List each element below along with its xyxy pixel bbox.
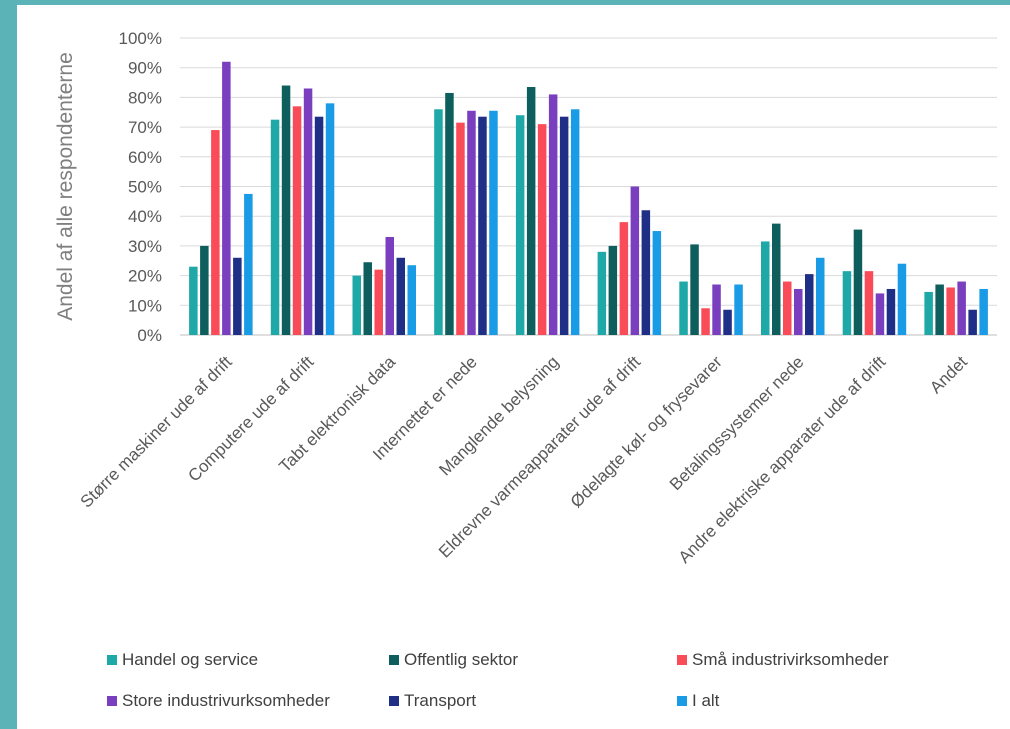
bar-chart: 0% 10% 20% 30% 40% 50% 60% 70% 80% 90% 100% Andel a…	[54, 29, 997, 567]
bar	[396, 257, 405, 335]
bar	[842, 271, 852, 335]
bar	[233, 257, 242, 335]
bar	[886, 288, 896, 335]
bar	[467, 110, 476, 335]
bar	[314, 116, 324, 335]
y-tick-label: 50%	[128, 178, 162, 197]
bar	[783, 281, 792, 335]
bar	[200, 245, 209, 335]
x-tick-label: Betalingssystemer nede	[666, 352, 808, 494]
x-tick-label: Andet	[926, 352, 971, 397]
y-tick-label: 20%	[128, 267, 162, 286]
y-axis-label: Andel af alle respondenterne	[54, 52, 77, 321]
bar	[864, 271, 874, 335]
bar	[608, 245, 618, 335]
y-tick-label: 100%	[119, 29, 162, 48]
bar	[434, 109, 443, 335]
bar	[244, 193, 253, 335]
bar	[374, 269, 383, 335]
bar	[712, 284, 721, 335]
bar	[734, 284, 743, 335]
bar	[548, 94, 558, 336]
y-tick-label: 0%	[137, 326, 162, 345]
bar	[924, 291, 933, 335]
bar	[292, 106, 302, 335]
bar	[652, 231, 662, 335]
bar	[303, 88, 313, 336]
bar	[363, 262, 372, 335]
bar	[478, 116, 487, 335]
bar	[875, 293, 885, 335]
x-tick-label: Ødelagte køl- og frysevarer	[567, 352, 726, 511]
bar	[979, 288, 988, 335]
y-tick-label: 30%	[128, 237, 162, 256]
y-tick-label: 60%	[128, 148, 162, 167]
y-tick-label: 90%	[128, 59, 162, 78]
bar	[630, 186, 640, 335]
bar	[407, 265, 416, 335]
bar	[281, 85, 291, 336]
bar	[597, 251, 607, 335]
bar	[270, 119, 280, 335]
bar	[526, 87, 536, 335]
bar	[701, 308, 710, 335]
bar	[772, 223, 781, 335]
bar	[325, 103, 335, 335]
bar	[189, 266, 198, 335]
bar	[935, 284, 944, 335]
bar	[537, 124, 547, 335]
bar	[559, 116, 569, 335]
bar	[619, 222, 629, 335]
bar	[570, 109, 580, 335]
x-tick-label: Større maskiner ude af drift	[77, 352, 236, 511]
bar	[957, 281, 966, 335]
bar	[352, 275, 361, 335]
y-tick-label: 40%	[128, 207, 162, 226]
bar	[968, 309, 977, 335]
y-tick-label: 80%	[128, 88, 162, 107]
bar	[946, 287, 955, 335]
bar	[222, 61, 231, 335]
bar	[445, 92, 454, 335]
bar	[816, 257, 825, 335]
bar	[805, 274, 814, 335]
bar	[897, 263, 907, 335]
bar	[761, 241, 770, 335]
bar	[489, 110, 498, 335]
bar	[853, 229, 863, 335]
bar	[679, 281, 688, 335]
bar	[690, 244, 699, 335]
y-tick-label: 10%	[128, 296, 162, 315]
bar	[456, 122, 465, 336]
chart-frame: 0% 10% 20% 30% 40% 50% 60% 70% 80% 90% 100% Andel a…	[17, 5, 1010, 729]
bar	[641, 210, 651, 335]
bar	[515, 115, 525, 335]
bar	[211, 130, 220, 335]
bar	[794, 288, 803, 335]
y-tick-label: 70%	[128, 118, 162, 137]
bar	[723, 309, 732, 335]
bar	[385, 236, 394, 335]
